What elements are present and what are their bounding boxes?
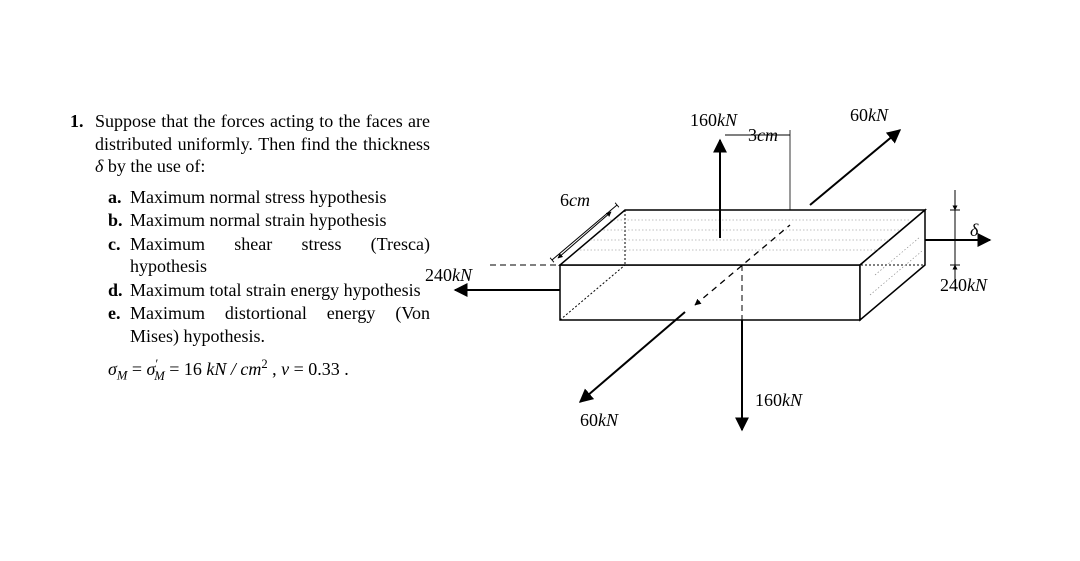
- problem-statement: Suppose that the forces acting to the fa…: [95, 110, 430, 178]
- eq-m1: M: [117, 369, 128, 383]
- label-dim-3cm: 3cm: [748, 125, 778, 146]
- label-dim-6cm: 6cm: [560, 190, 590, 211]
- label-force-right: 240kN: [940, 275, 987, 296]
- sub-list: a. Maximum normal stress hypothesis b. M…: [108, 186, 430, 348]
- eq-eq1: =: [132, 359, 147, 379]
- problem-number: 1.: [70, 110, 95, 178]
- letter-b: b.: [108, 209, 130, 232]
- label-force-back: 60kN: [850, 105, 888, 126]
- eq-val2: = 0.33 .: [289, 359, 349, 379]
- sub-item-c: c. Maximum shear stress (Tresca) hypothe…: [108, 233, 430, 278]
- sub-item-d: d. Maximum total strain energy hypothesi…: [108, 279, 430, 302]
- fl-unit: kN: [452, 265, 472, 285]
- stmt-part-2: by the use of:: [103, 156, 205, 176]
- fr-unit: kN: [967, 275, 987, 295]
- ft-unit: kN: [717, 110, 737, 130]
- fb-val: 160: [755, 390, 782, 410]
- ft-val: 160: [690, 110, 717, 130]
- eq-sigma1: σ: [108, 359, 117, 379]
- text-e: Maximum distortional energy (Von Mises) …: [130, 302, 430, 347]
- label-force-bottom: 160kN: [755, 390, 802, 411]
- fl-val: 240: [425, 265, 452, 285]
- d6-val: 6: [560, 190, 569, 210]
- eq-nu: ν: [281, 359, 289, 379]
- force-front-arrow: [580, 312, 685, 402]
- d3-val: 3: [748, 125, 757, 145]
- equation: σM = σ′M = 16 kN / cm2 , ν = 0.33 .: [108, 357, 430, 384]
- sub-item-e: e. Maximum distortional energy (Von Mise…: [108, 302, 430, 347]
- letter-d: d.: [108, 279, 130, 302]
- fbk-val: 60: [850, 105, 868, 125]
- eq-m2: M: [154, 369, 165, 383]
- label-force-left: 240kN: [425, 265, 472, 286]
- label-dim-delta: δ: [970, 220, 978, 241]
- dd-sym: δ: [970, 220, 978, 240]
- problem-header: 1. Suppose that the forces acting to the…: [70, 110, 430, 178]
- text-d: Maximum total strain energy hypothesis: [130, 279, 430, 302]
- eq-val1: 16: [184, 359, 207, 379]
- fbk-unit: kN: [868, 105, 888, 125]
- front-face: [560, 265, 860, 320]
- letter-c: c.: [108, 233, 130, 278]
- d6-unit: cm: [569, 190, 590, 210]
- label-force-top: 160kN: [690, 110, 737, 131]
- stmt-part-1: Suppose that the forces acting to the fa…: [95, 111, 430, 154]
- sub-item-a: a. Maximum normal stress hypothesis: [108, 186, 430, 209]
- text-a: Maximum normal stress hypothesis: [130, 186, 430, 209]
- diagram: 160kN 160kN 240kN 240kN 60kN 60kN 6cm 3c…: [430, 90, 1030, 490]
- fr-val: 240: [940, 275, 967, 295]
- eq-sq: 2: [261, 357, 267, 371]
- problem-text-block: 1. Suppose that the forces acting to the…: [70, 110, 430, 384]
- eq-sep: ,: [272, 359, 281, 379]
- label-force-front: 60kN: [580, 410, 618, 431]
- text-c: Maximum shear stress (Tresca) hypothesis: [130, 233, 430, 278]
- sub-item-b: b. Maximum normal strain hypothesis: [108, 209, 430, 232]
- ff-val: 60: [580, 410, 598, 430]
- eq-eq2: =: [169, 359, 184, 379]
- letter-e: e.: [108, 302, 130, 347]
- eq-unit1: kN / cm: [206, 359, 261, 379]
- d3-unit: cm: [757, 125, 778, 145]
- force-back-arrow: [810, 130, 900, 205]
- ff-unit: kN: [598, 410, 618, 430]
- fb-unit: kN: [782, 390, 802, 410]
- text-b: Maximum normal strain hypothesis: [130, 209, 430, 232]
- letter-a: a.: [108, 186, 130, 209]
